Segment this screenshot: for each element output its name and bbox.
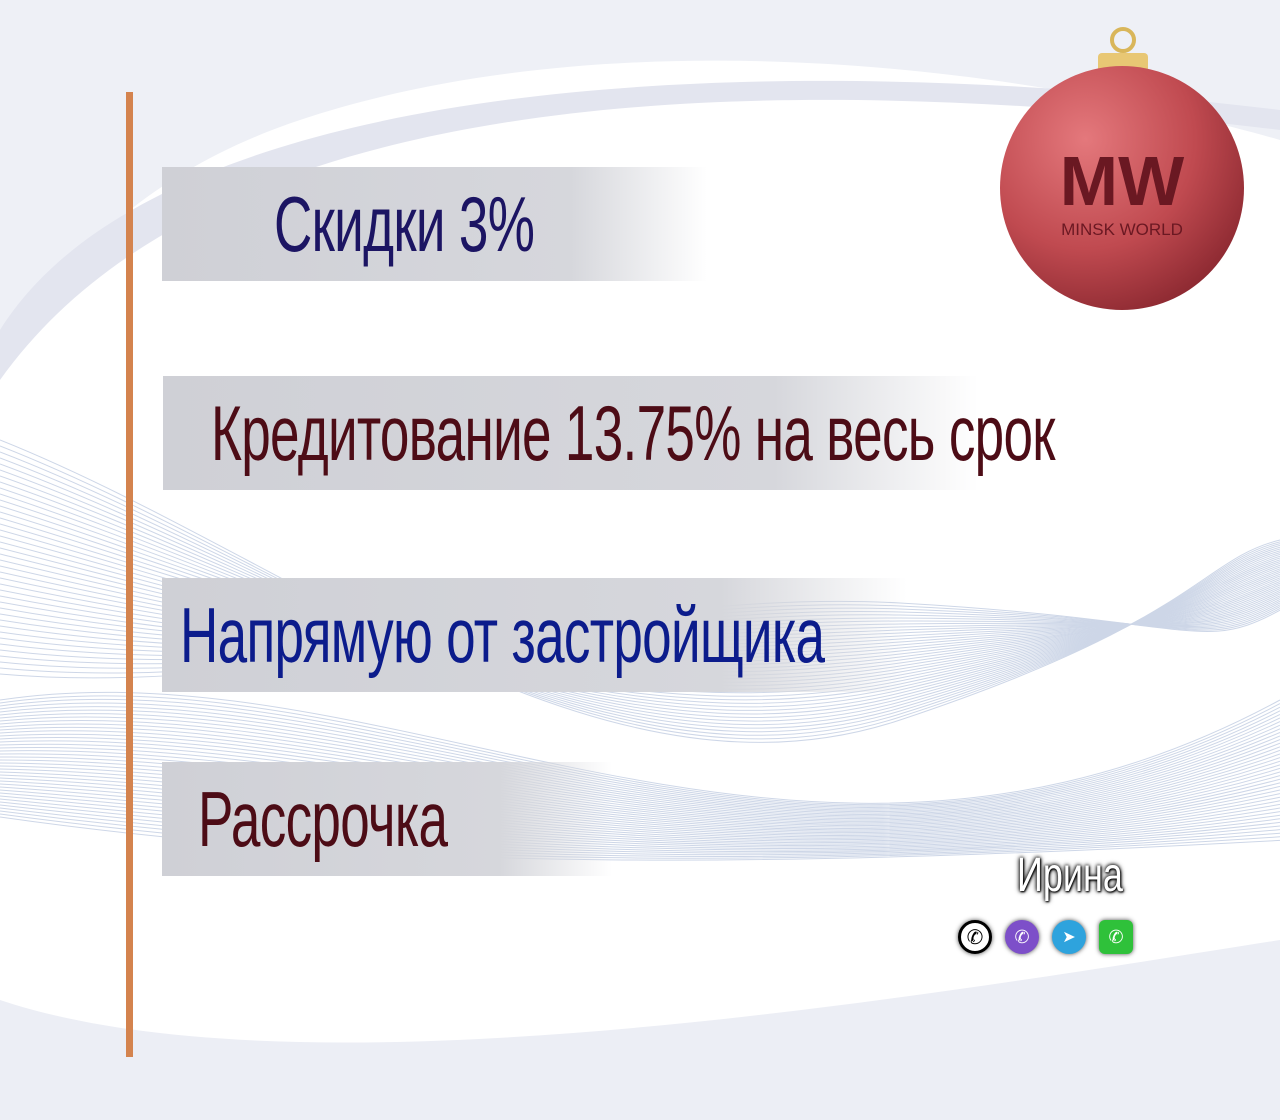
- phone-icon[interactable]: ✆: [958, 920, 992, 954]
- banner-discount: Скидки 3%: [162, 167, 707, 281]
- wave-line: [0, 481, 1280, 719]
- whatsapp-icon[interactable]: ✆: [1099, 920, 1133, 954]
- wave-line: [0, 457, 1280, 733]
- banner-installment: Рассрочка: [162, 762, 612, 876]
- wave-line: [0, 439, 1280, 743]
- logo-monogram: MW: [1060, 142, 1184, 220]
- banner-credit: Кредитование 13.75% на весь срок: [163, 376, 1056, 490]
- contact-icons: ✆ ✆ ➤ ✆: [958, 920, 1133, 954]
- banner-text: Кредитование 13.75% на весь срок: [211, 389, 1056, 477]
- banner-text: Скидки 3%: [274, 180, 535, 268]
- viber-icon[interactable]: ✆: [1005, 920, 1039, 954]
- logo-brand: MINSK WORLD: [1061, 220, 1183, 239]
- banner-text: Напрямую от застройщика: [180, 591, 825, 679]
- telegram-icon[interactable]: ➤: [1052, 920, 1086, 954]
- wave-line: [0, 475, 1280, 722]
- wave-line: [0, 463, 1280, 729]
- ornament-logo: MW MINSK WORLD: [1000, 27, 1244, 310]
- wave-line: [0, 469, 1280, 726]
- contact-name: Ирина: [1017, 849, 1123, 902]
- wave-line: [0, 451, 1280, 736]
- banner-developer: Напрямую от застройщика: [162, 578, 907, 692]
- accent-line: [126, 92, 133, 1057]
- wave-line: [0, 445, 1280, 740]
- banner-text: Рассрочка: [198, 775, 448, 863]
